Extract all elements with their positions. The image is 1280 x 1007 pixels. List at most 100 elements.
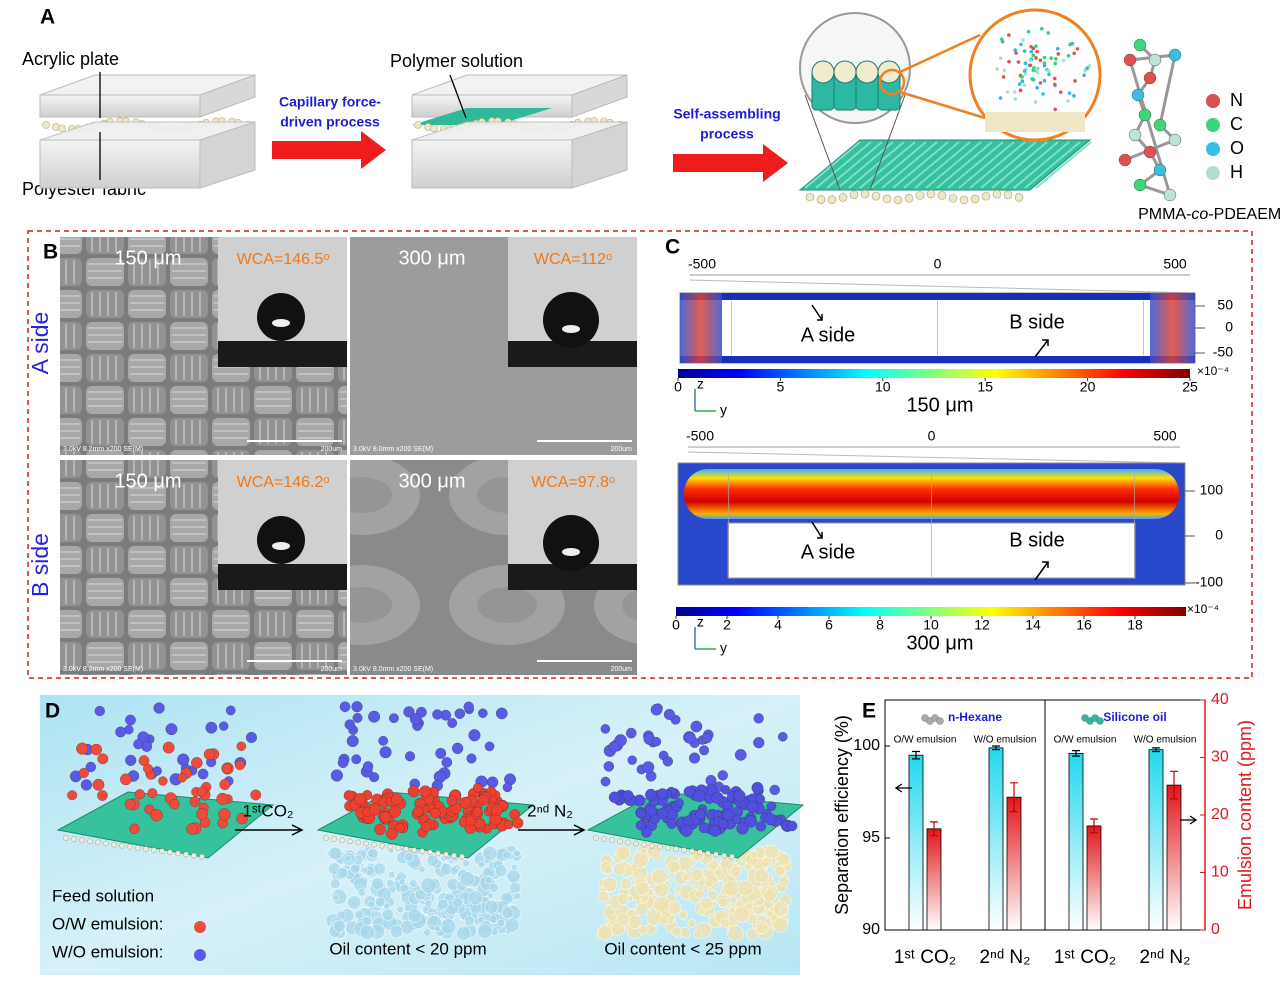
- atom: [1075, 47, 1080, 51]
- atom: [1053, 82, 1057, 87]
- emulsion-droplet: [421, 821, 432, 832]
- filtrate-droplet: [658, 915, 669, 926]
- bar-label: W/O emulsion: [1134, 735, 1197, 746]
- filtrate-droplet: [463, 915, 475, 926]
- axis-tick-label: -500: [688, 256, 716, 272]
- fiber: [355, 839, 361, 846]
- fiber: [63, 835, 69, 841]
- highlight: [878, 68, 906, 96]
- filtrate-droplet: [359, 924, 376, 941]
- atom: [1013, 97, 1018, 101]
- emulsion-droplet: [234, 759, 245, 771]
- fiber: [641, 841, 647, 848]
- emulsion-droplet: [502, 782, 513, 793]
- element-label: O: [1230, 138, 1244, 158]
- atom: [1023, 72, 1028, 76]
- emulsion-droplet: [651, 737, 662, 747]
- process-label: driven process: [280, 114, 380, 130]
- axis-pointer: [894, 783, 912, 793]
- colorbar-tick-label: 12: [974, 617, 990, 633]
- colorbar-tick-label: 4: [774, 617, 782, 633]
- atom: [1148, 53, 1162, 67]
- emulsion-droplet: [680, 824, 693, 837]
- atom: [1019, 42, 1023, 47]
- fiber: [697, 849, 703, 856]
- perspective: [687, 451, 1186, 464]
- filtrate-droplet: [719, 918, 730, 929]
- fiber: [959, 195, 969, 205]
- emulsion-droplet: [463, 701, 474, 712]
- emulsion-droplet: [191, 757, 203, 769]
- fiber: [411, 847, 417, 853]
- atom: [1042, 55, 1047, 60]
- filtrate-droplet: [371, 877, 385, 890]
- atom: [1056, 52, 1061, 56]
- plate: [571, 74, 628, 118]
- emulsion-droplet: [683, 815, 694, 827]
- emulsion-droplet: [379, 811, 391, 823]
- substrate: [985, 112, 1085, 132]
- emulsion-droplet: [205, 721, 218, 734]
- emulsion-droplet: [150, 809, 163, 822]
- fiber: [593, 835, 599, 841]
- atom: [1034, 56, 1038, 60]
- emulsion-droplet: [67, 790, 78, 801]
- filtrate-droplet: [468, 890, 483, 906]
- emulsion-droplet: [219, 779, 231, 791]
- emulsion-droplet: [379, 746, 392, 759]
- emulsion-droplet: [731, 814, 742, 825]
- arrow: [673, 144, 788, 182]
- atom: [1020, 79, 1025, 84]
- fiber: [331, 836, 337, 842]
- emulsion-droplet: [636, 808, 647, 819]
- fabric-weave: [892, 141, 949, 189]
- fiber: [681, 847, 687, 853]
- fiber: [395, 845, 401, 851]
- membrane: [56, 791, 275, 859]
- text: co: [1191, 206, 1208, 223]
- emulsion-droplet: [711, 791, 724, 804]
- atom: [1123, 53, 1137, 67]
- emulsion-droplet: [120, 773, 132, 786]
- filtrate-droplet: [344, 855, 352, 862]
- filtrate-droplet: [433, 925, 441, 933]
- fiber: [1014, 193, 1024, 202]
- filtrate-droplet: [681, 872, 690, 881]
- reflection: [272, 319, 290, 327]
- emulsion-droplet: [484, 741, 495, 752]
- bar: [1068, 752, 1084, 931]
- emulsion-droplet: [330, 769, 343, 782]
- emulsion-droplet: [197, 786, 208, 797]
- fiber: [665, 845, 671, 851]
- fiber: [371, 841, 377, 848]
- legend-title: Feed solution: [52, 886, 154, 905]
- fiber: [981, 191, 991, 201]
- atom: [1041, 92, 1045, 96]
- atom: [1020, 75, 1024, 79]
- atom: [1073, 79, 1077, 83]
- error-bar: [992, 745, 1000, 751]
- fiber: [625, 839, 631, 846]
- atom: [998, 96, 1003, 100]
- plate-stack: [411, 74, 628, 189]
- filtrate-droplet: [496, 918, 506, 928]
- filtrate-droplet: [367, 900, 375, 908]
- filtrate-droplet: [705, 879, 714, 888]
- emulsion-droplet: [666, 818, 677, 829]
- emulsion-droplet: [512, 817, 524, 829]
- emulsion-droplet: [389, 713, 399, 724]
- error-bar: [1072, 750, 1080, 757]
- filtrate-droplet: [383, 902, 391, 910]
- emulsion-droplet: [766, 801, 777, 812]
- atom: [1168, 133, 1182, 147]
- filtrate-droplet: [638, 925, 649, 936]
- filtrate-droplet: [449, 866, 459, 876]
- fiber: [167, 849, 173, 856]
- colorbar-unit: ×10⁻⁴: [1197, 364, 1229, 378]
- fiber: [403, 846, 409, 852]
- colorbar-tick-label: 20: [1080, 379, 1096, 395]
- atom: [1022, 69, 1027, 73]
- thickness-label: 150 μm: [114, 247, 181, 269]
- fiber: [435, 850, 441, 857]
- axis-tick-label: 100: [1200, 482, 1224, 498]
